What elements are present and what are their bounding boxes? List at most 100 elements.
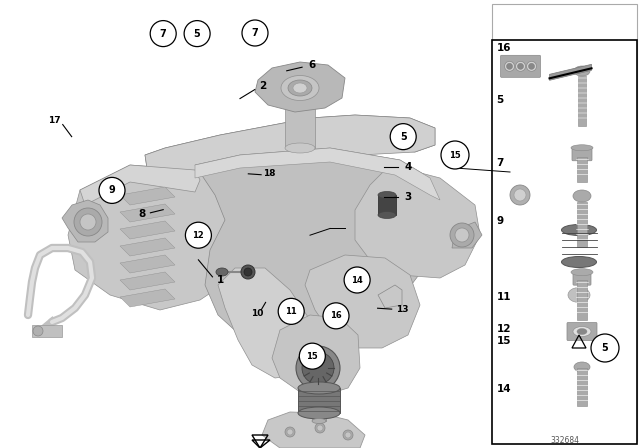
Circle shape <box>74 208 102 236</box>
Circle shape <box>99 177 125 203</box>
Text: 5: 5 <box>194 29 200 39</box>
Ellipse shape <box>281 76 319 100</box>
Text: 7: 7 <box>497 158 504 168</box>
Circle shape <box>317 425 323 431</box>
Polygon shape <box>255 62 345 112</box>
FancyBboxPatch shape <box>573 271 591 285</box>
FancyBboxPatch shape <box>572 147 592 161</box>
Circle shape <box>186 222 211 248</box>
Circle shape <box>278 298 304 324</box>
Circle shape <box>33 326 43 336</box>
Polygon shape <box>572 305 586 335</box>
Polygon shape <box>120 204 175 222</box>
Text: 5: 5 <box>400 132 406 142</box>
Text: 7: 7 <box>160 29 166 39</box>
Circle shape <box>285 427 295 437</box>
Ellipse shape <box>298 382 340 394</box>
Ellipse shape <box>312 418 326 423</box>
Ellipse shape <box>216 268 228 276</box>
Text: 15: 15 <box>307 352 318 361</box>
Text: 15: 15 <box>449 151 461 159</box>
Polygon shape <box>120 187 175 205</box>
Polygon shape <box>68 165 260 310</box>
Text: 18: 18 <box>262 169 275 178</box>
Text: 4: 4 <box>404 162 412 172</box>
Text: 12: 12 <box>193 231 204 240</box>
Ellipse shape <box>564 284 594 306</box>
Circle shape <box>300 343 325 369</box>
Circle shape <box>242 20 268 46</box>
Bar <box>577 157 587 182</box>
Polygon shape <box>62 200 108 242</box>
Circle shape <box>516 61 525 71</box>
Text: 10: 10 <box>251 309 264 318</box>
Ellipse shape <box>561 257 596 267</box>
Bar <box>285 108 315 148</box>
Circle shape <box>80 214 96 230</box>
Circle shape <box>441 141 469 169</box>
Circle shape <box>450 223 474 247</box>
Text: 13: 13 <box>396 305 408 314</box>
Text: 2: 2 <box>259 81 266 91</box>
Polygon shape <box>195 148 440 345</box>
Circle shape <box>514 189 526 201</box>
Ellipse shape <box>285 143 315 153</box>
Ellipse shape <box>568 288 590 302</box>
Text: 11: 11 <box>285 307 297 316</box>
Bar <box>577 368 587 406</box>
Circle shape <box>529 63 534 69</box>
Bar <box>578 76 586 126</box>
Circle shape <box>184 21 210 47</box>
Bar <box>32 325 62 337</box>
Text: 5: 5 <box>602 343 609 353</box>
Polygon shape <box>120 255 175 273</box>
Circle shape <box>344 267 370 293</box>
Ellipse shape <box>573 327 591 336</box>
Text: 3: 3 <box>404 192 412 202</box>
Circle shape <box>455 228 469 242</box>
Ellipse shape <box>573 190 591 202</box>
Text: 17: 17 <box>48 116 61 125</box>
Polygon shape <box>120 238 175 256</box>
Text: 7: 7 <box>252 28 259 38</box>
Text: 6: 6 <box>308 60 316 70</box>
Circle shape <box>504 61 515 71</box>
Polygon shape <box>195 148 440 200</box>
Circle shape <box>323 303 349 329</box>
Ellipse shape <box>378 191 396 198</box>
Ellipse shape <box>571 145 593 151</box>
Polygon shape <box>120 272 175 290</box>
Circle shape <box>506 63 513 69</box>
Bar <box>562 230 597 262</box>
Polygon shape <box>120 289 175 307</box>
Circle shape <box>315 423 325 433</box>
Ellipse shape <box>298 407 340 419</box>
Circle shape <box>302 352 334 384</box>
Polygon shape <box>80 165 200 205</box>
Circle shape <box>510 185 530 205</box>
Polygon shape <box>305 255 420 348</box>
Text: 12: 12 <box>497 323 511 333</box>
Circle shape <box>345 432 351 438</box>
Text: 8: 8 <box>138 209 146 219</box>
Polygon shape <box>145 115 435 185</box>
Polygon shape <box>120 221 175 239</box>
Circle shape <box>518 63 524 69</box>
Polygon shape <box>378 285 402 308</box>
FancyBboxPatch shape <box>567 323 597 340</box>
Text: 332684: 332684 <box>550 436 579 445</box>
Circle shape <box>296 346 340 390</box>
Polygon shape <box>262 412 365 448</box>
Circle shape <box>241 265 255 279</box>
Polygon shape <box>272 315 360 395</box>
Ellipse shape <box>574 362 590 372</box>
Ellipse shape <box>577 328 587 335</box>
Bar <box>298 388 340 413</box>
Polygon shape <box>145 115 435 175</box>
FancyBboxPatch shape <box>500 55 541 78</box>
Bar <box>492 40 637 444</box>
Ellipse shape <box>561 224 596 236</box>
Circle shape <box>527 61 536 71</box>
Circle shape <box>287 429 293 435</box>
Bar <box>492 4 637 441</box>
